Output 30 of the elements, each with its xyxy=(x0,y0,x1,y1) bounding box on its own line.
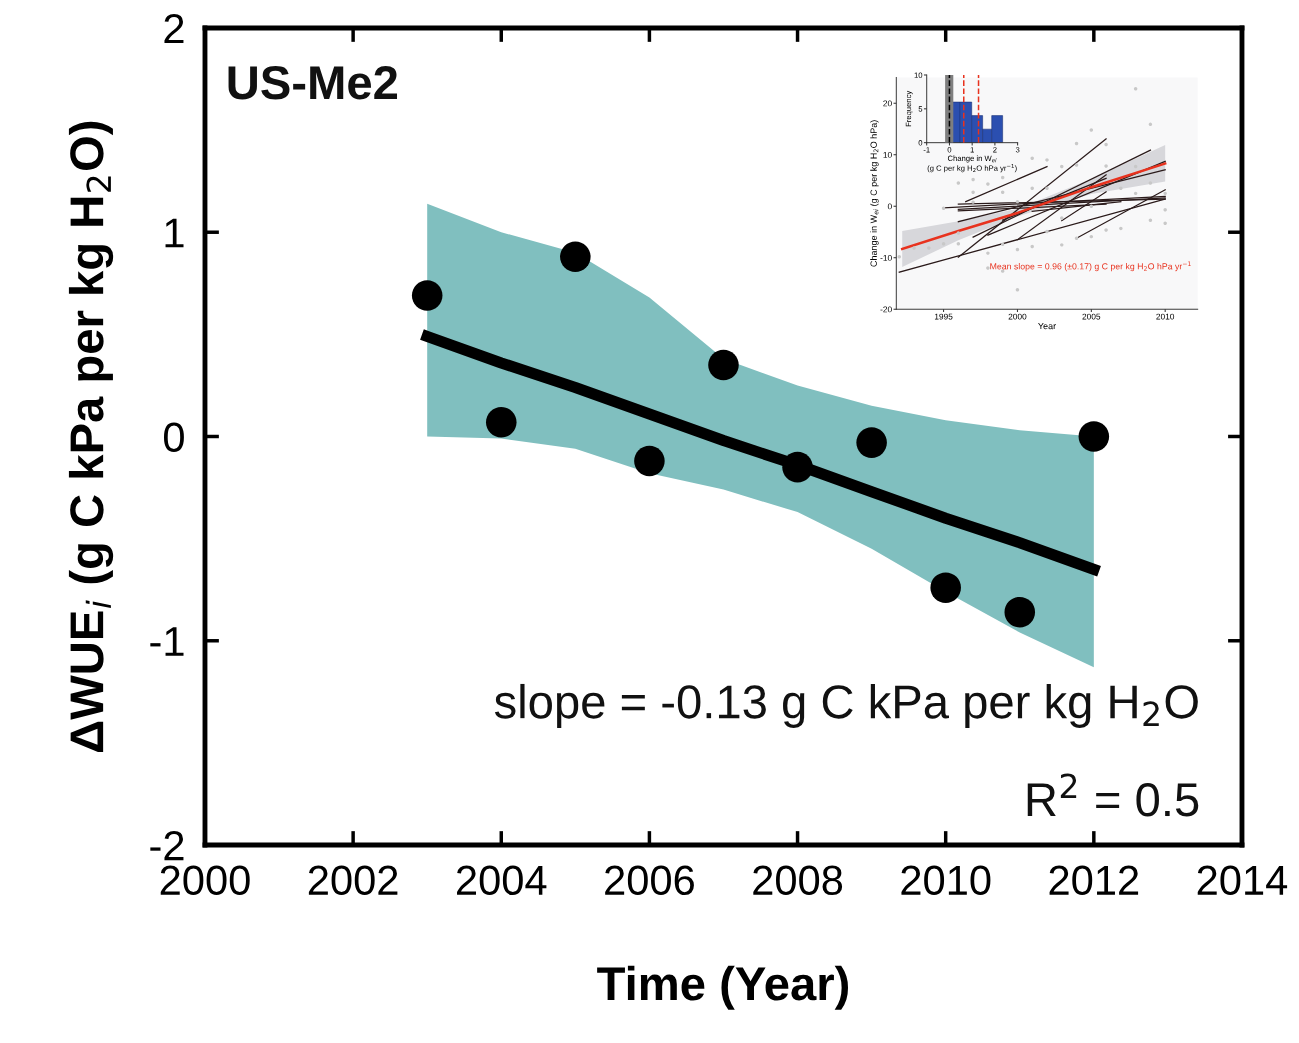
annotation: US-Me2 xyxy=(228,65,398,100)
y-axis-title: ΔWUE$_{i}$ (g C kPa per kg H$_{2}$O) xyxy=(68,121,114,752)
y-tick-label: 20 xyxy=(883,100,892,107)
x-axis-title: Time (Year) xyxy=(597,965,849,1010)
x-tick-label: 2004 xyxy=(457,865,547,896)
y-tick-label: 1 xyxy=(165,218,184,248)
y-tick-label: -10 xyxy=(880,254,892,261)
y-tick-label: 10 xyxy=(883,151,892,158)
annotation: R$^{2}$ = 0.5 xyxy=(1027,773,1199,817)
x-tick-label: 2014 xyxy=(1197,865,1288,896)
annotation: Mean slope = 0.96 (±0.17) g C per kg H$_{2}$O hPa yr$^{−1}$ xyxy=(990,261,1191,272)
y-tick-label: -2 xyxy=(150,831,184,861)
x-axis-title: Year xyxy=(1038,322,1056,330)
x-tick-label: 1995 xyxy=(934,313,953,320)
y-tick-label: 0 xyxy=(163,422,184,452)
x-tick-label: 2002 xyxy=(308,865,398,896)
y-tick-label: 0 xyxy=(887,203,892,210)
y-tick-label: -20 xyxy=(880,306,892,313)
x-tick-label: 2012 xyxy=(1049,865,1139,896)
y-axis-title: Change in W$_{ei}$ (g C per kg H$_{2}$O hPa) xyxy=(870,120,879,267)
x-tick-label: 2000 xyxy=(1008,313,1027,320)
y-tick-label: -1 xyxy=(150,627,184,656)
x-tick-label: 2008 xyxy=(753,865,843,896)
x-tick-label: 2010 xyxy=(901,865,991,896)
annotation: slope = -0.13 g C kPa per kg H$_{2}$O xyxy=(494,683,1198,728)
x-tick-label: 2006 xyxy=(605,865,694,896)
y-tick-label: 2 xyxy=(164,13,184,44)
x-tick-label: 2000 xyxy=(160,865,250,896)
x-tick-label: 2005 xyxy=(1082,313,1101,320)
x-tick-label: 2010 xyxy=(1156,313,1175,320)
